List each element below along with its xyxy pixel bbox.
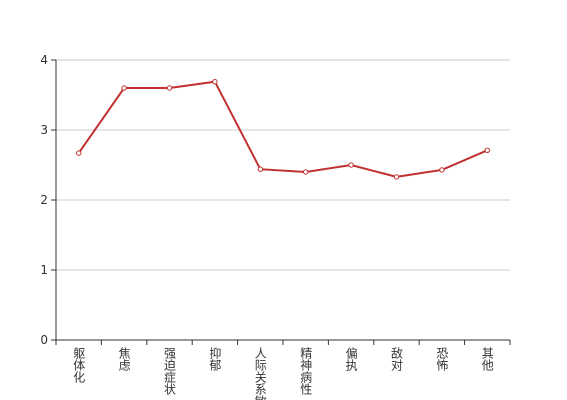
point	[484, 147, 490, 154]
line	[77, 80, 488, 178]
x-tick-label: 抑郁	[208, 346, 222, 372]
y-tick-label: 3	[40, 123, 48, 137]
x-tick-label: 其他	[480, 347, 494, 371]
point	[76, 150, 82, 156]
point	[121, 85, 127, 91]
x-tick-label: 偏执	[344, 346, 358, 372]
y-tick-label: 0	[40, 333, 48, 347]
point	[393, 174, 400, 180]
point	[212, 79, 218, 85]
x-tick-label: 人际关系敏感	[253, 347, 267, 400]
x-tick-label: 焦虑	[117, 347, 131, 371]
x-tick-label: 躯体化	[72, 346, 86, 384]
y-tick-label: 4	[40, 53, 48, 67]
point	[166, 85, 173, 91]
y-tick-label: 2	[40, 193, 48, 207]
x-tick-label: 精神病性	[299, 347, 313, 396]
x-tick-label: 强迫症状	[163, 347, 177, 395]
x-tick-label: 敌对	[390, 346, 404, 371]
point	[348, 162, 354, 168]
y-tick-label: 1	[40, 263, 48, 277]
point	[439, 167, 445, 173]
point	[303, 169, 309, 175]
point	[257, 166, 263, 172]
x-tick-label: 恐怖	[435, 347, 449, 371]
